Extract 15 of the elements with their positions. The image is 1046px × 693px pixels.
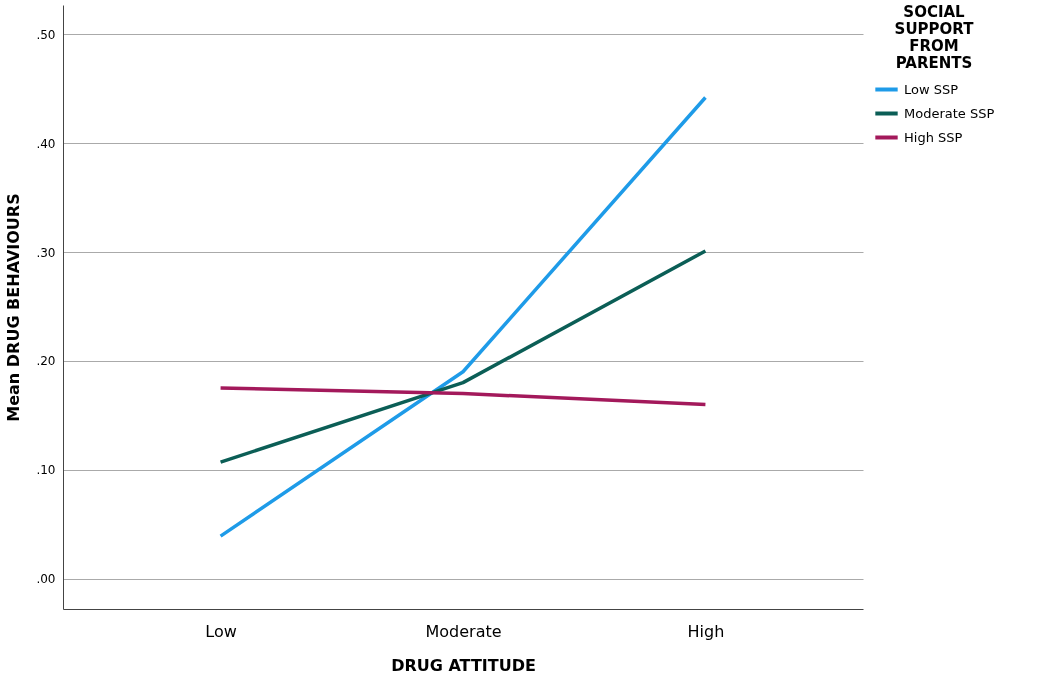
x-axis-title: DRUG ATTITUDE bbox=[391, 655, 536, 675]
legend-title: SOCIAL SUPPORT FROM PARENTS bbox=[894, 3, 975, 72]
x-tick-label: Moderate bbox=[425, 621, 502, 641]
legend-label: Low SSP bbox=[904, 81, 959, 97]
x-tick-label: High bbox=[687, 621, 725, 641]
y-tick-label: .30 bbox=[36, 245, 56, 260]
y-tick-label: .10 bbox=[36, 463, 56, 478]
y-tick-label: .50 bbox=[36, 27, 56, 42]
y-tick-label: .20 bbox=[36, 354, 56, 369]
y-tick-label: .00 bbox=[36, 572, 56, 587]
legend-label: High SSP bbox=[904, 129, 963, 145]
y-tick-label: .40 bbox=[36, 136, 56, 151]
x-tick-label: Low bbox=[205, 621, 237, 641]
y-axis-title: Mean DRUG BEHAVIOURS bbox=[4, 193, 24, 422]
legend-label: Moderate SSP bbox=[904, 105, 995, 121]
